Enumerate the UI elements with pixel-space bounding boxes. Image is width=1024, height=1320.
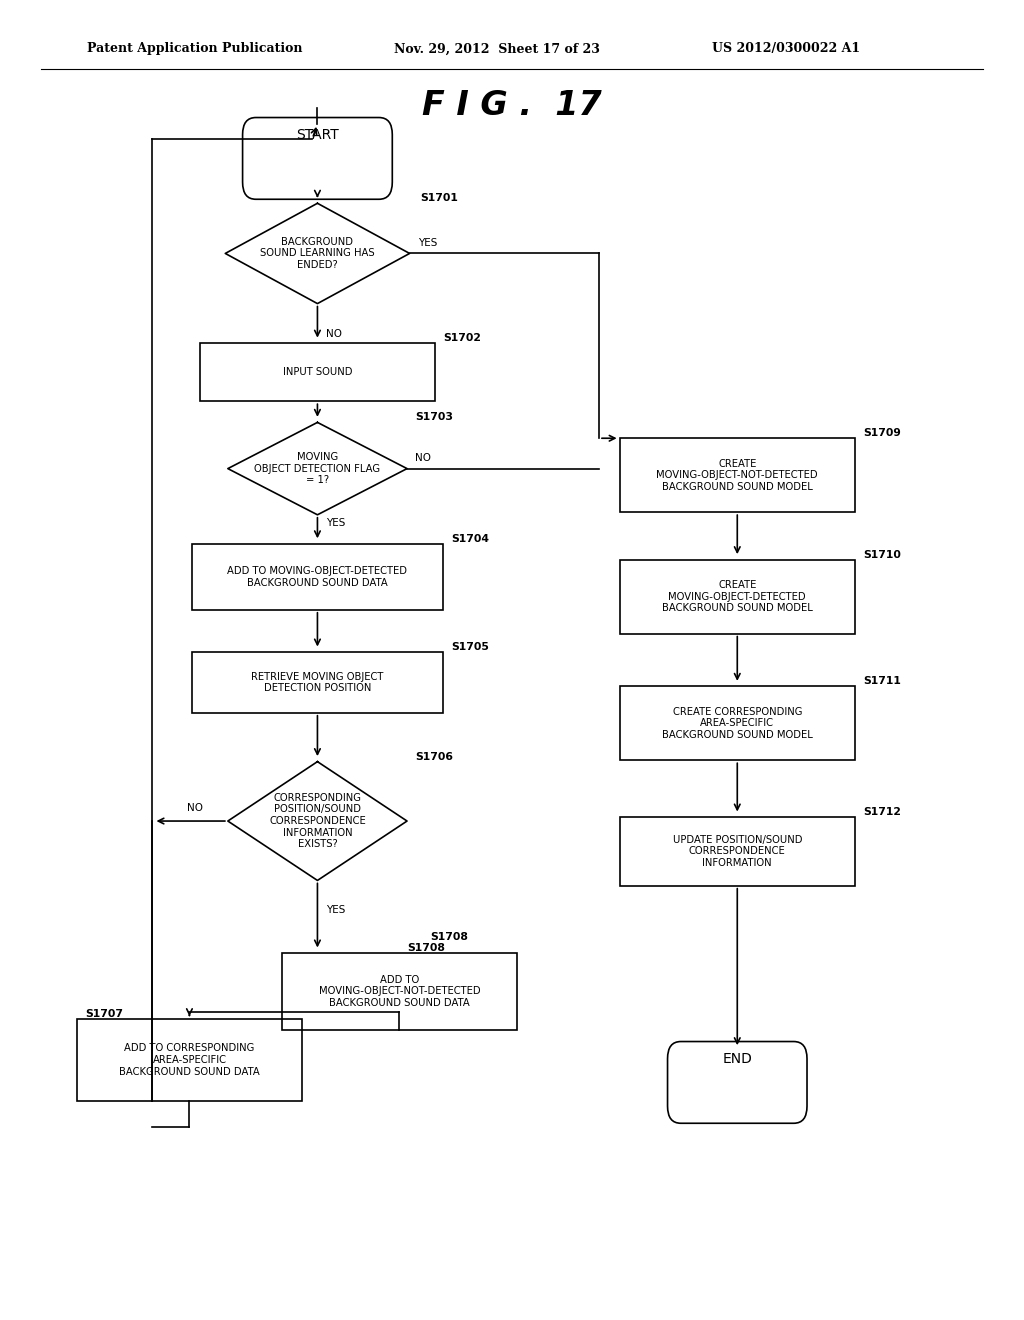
Text: CREATE CORRESPONDING
AREA-SPECIFIC
BACKGROUND SOUND MODEL: CREATE CORRESPONDING AREA-SPECIFIC BACKG… <box>662 706 813 741</box>
Text: CORRESPONDING
POSITION/SOUND
CORRESPONDENCE
INFORMATION
EXISTS?: CORRESPONDING POSITION/SOUND CORRESPONDE… <box>269 793 366 849</box>
Text: S1710: S1710 <box>863 549 901 560</box>
Text: ADD TO MOVING-OBJECT-DETECTED
BACKGROUND SOUND DATA: ADD TO MOVING-OBJECT-DETECTED BACKGROUND… <box>227 566 408 587</box>
Text: Patent Application Publication: Patent Application Publication <box>87 42 302 55</box>
Text: CREATE
MOVING-OBJECT-NOT-DETECTED
BACKGROUND SOUND MODEL: CREATE MOVING-OBJECT-NOT-DETECTED BACKGR… <box>656 458 818 492</box>
Text: MOVING
OBJECT DETECTION FLAG
= 1?: MOVING OBJECT DETECTION FLAG = 1? <box>254 451 381 486</box>
Text: NO: NO <box>186 803 203 813</box>
Text: S1706: S1706 <box>416 751 454 762</box>
Bar <box>193 544 442 610</box>
Text: S1701: S1701 <box>420 193 458 203</box>
Bar <box>77 1019 302 1101</box>
Text: CREATE
MOVING-OBJECT-DETECTED
BACKGROUND SOUND MODEL: CREATE MOVING-OBJECT-DETECTED BACKGROUND… <box>662 579 813 614</box>
Text: S1711: S1711 <box>863 676 901 686</box>
Text: YES: YES <box>326 517 345 528</box>
Text: ADD TO
MOVING-OBJECT-NOT-DETECTED
BACKGROUND SOUND DATA: ADD TO MOVING-OBJECT-NOT-DETECTED BACKGR… <box>318 974 480 1008</box>
Text: S1712: S1712 <box>863 807 901 817</box>
Bar <box>620 438 855 512</box>
Text: S1703: S1703 <box>416 412 454 422</box>
Text: S1709: S1709 <box>863 428 901 438</box>
Bar <box>282 953 517 1030</box>
Text: YES: YES <box>326 906 345 915</box>
Text: ADD TO CORRESPONDING
AREA-SPECIFIC
BACKGROUND SOUND DATA: ADD TO CORRESPONDING AREA-SPECIFIC BACKG… <box>119 1043 260 1077</box>
Bar <box>193 652 442 713</box>
Text: Nov. 29, 2012  Sheet 17 of 23: Nov. 29, 2012 Sheet 17 of 23 <box>394 42 600 55</box>
Text: BACKGROUND
SOUND LEARNING HAS
ENDED?: BACKGROUND SOUND LEARNING HAS ENDED? <box>260 236 375 271</box>
Text: NO: NO <box>326 329 342 339</box>
Text: END: END <box>722 1052 753 1065</box>
Text: RETRIEVE MOVING OBJECT
DETECTION POSITION: RETRIEVE MOVING OBJECT DETECTION POSITIO… <box>251 672 384 693</box>
Bar <box>620 560 855 634</box>
Text: F I G .  17: F I G . 17 <box>422 88 602 121</box>
Text: S1707: S1707 <box>85 1008 123 1019</box>
Text: S1702: S1702 <box>443 333 481 343</box>
Text: YES: YES <box>418 238 437 248</box>
Bar <box>200 343 435 401</box>
Text: START: START <box>296 128 339 141</box>
Text: UPDATE POSITION/SOUND
CORRESPONDENCE
INFORMATION: UPDATE POSITION/SOUND CORRESPONDENCE INF… <box>673 834 802 869</box>
Text: S1708: S1708 <box>408 942 445 953</box>
Text: S1704: S1704 <box>452 533 489 544</box>
Text: NO: NO <box>416 453 431 463</box>
Text: S1705: S1705 <box>452 642 489 652</box>
Bar <box>620 817 855 886</box>
Text: INPUT SOUND: INPUT SOUND <box>283 367 352 378</box>
Text: S1708: S1708 <box>430 932 468 942</box>
Bar <box>620 686 855 760</box>
Text: US 2012/0300022 A1: US 2012/0300022 A1 <box>712 42 860 55</box>
